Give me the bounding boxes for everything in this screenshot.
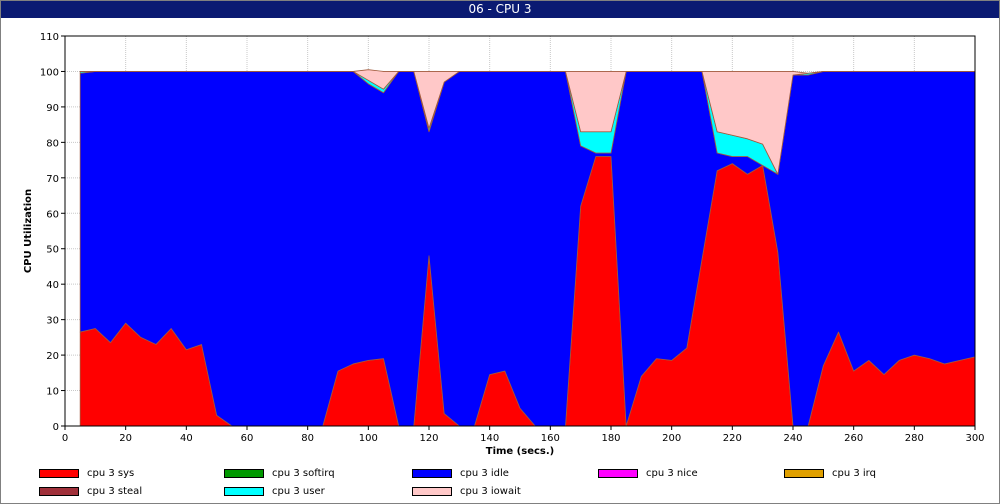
y-tick-label: 50 bbox=[46, 245, 59, 256]
x-tick-label: 200 bbox=[662, 433, 681, 444]
x-tick-label: 40 bbox=[180, 433, 193, 444]
legend-swatch bbox=[39, 487, 79, 496]
y-tick-label: 0 bbox=[53, 422, 59, 433]
y-tick-label: 20 bbox=[46, 351, 59, 362]
x-tick-label: 280 bbox=[905, 433, 924, 444]
legend-label: cpu 3 irq bbox=[832, 468, 876, 479]
legend-label: cpu 3 sys bbox=[87, 468, 135, 479]
x-tick-label: 180 bbox=[601, 433, 620, 444]
legend-swatch bbox=[598, 469, 638, 478]
x-tick-label: 240 bbox=[783, 433, 802, 444]
legend-swatch bbox=[224, 487, 264, 496]
y-tick-label: 80 bbox=[46, 138, 59, 149]
x-tick-label: 160 bbox=[541, 433, 560, 444]
legend-swatch bbox=[412, 469, 452, 478]
x-tick-label: 60 bbox=[241, 433, 254, 444]
x-tick-label: 300 bbox=[965, 433, 984, 444]
y-tick-label: 40 bbox=[46, 280, 59, 291]
legend-label: cpu 3 steal bbox=[87, 486, 143, 497]
y-tick-label: 110 bbox=[40, 32, 59, 43]
cpu-utilization-chart: 0 20 40 60 80 100 120 140 160 180 200 220 240 260 280 3… bbox=[23, 32, 985, 457]
legend-label: cpu 3 nice bbox=[646, 468, 698, 479]
x-tick-label: 260 bbox=[844, 433, 863, 444]
legend-swatch bbox=[784, 469, 824, 478]
x-tick-label: 140 bbox=[480, 433, 499, 444]
y-axis-label: CPU Utilization bbox=[23, 189, 34, 273]
x-tick-label: 120 bbox=[419, 433, 438, 444]
x-tick-label: 20 bbox=[119, 433, 132, 444]
y-tick-label: 90 bbox=[46, 103, 59, 114]
x-tick-label: 0 bbox=[62, 433, 68, 444]
plot-border bbox=[64, 35, 976, 427]
y-tick-label: 10 bbox=[46, 387, 59, 398]
window-title: 06 - CPU 3 bbox=[1, 1, 999, 18]
x-axis-label: Time (secs.) bbox=[486, 446, 555, 457]
y-tick-label: 60 bbox=[46, 209, 59, 220]
legend-label: cpu 3 iowait bbox=[460, 486, 521, 497]
x-tick-label: 220 bbox=[723, 433, 742, 444]
legend-swatch bbox=[39, 469, 79, 478]
legend-swatch bbox=[224, 469, 264, 478]
chart-legend: cpu 3 sys cpu 3 softirq cpu 3 idle cpu 3 ni… bbox=[1, 465, 999, 503]
y-tick-label: 30 bbox=[46, 316, 59, 327]
legend-label: cpu 3 idle bbox=[460, 468, 509, 479]
legend-swatch bbox=[412, 487, 452, 496]
x-tick-label: 80 bbox=[301, 433, 314, 444]
x-tick-label: 100 bbox=[359, 433, 378, 444]
legend-label: cpu 3 user bbox=[272, 486, 325, 497]
y-tick-label: 70 bbox=[46, 174, 59, 185]
y-tick-label: 100 bbox=[40, 67, 59, 78]
legend-label: cpu 3 softirq bbox=[272, 468, 335, 479]
